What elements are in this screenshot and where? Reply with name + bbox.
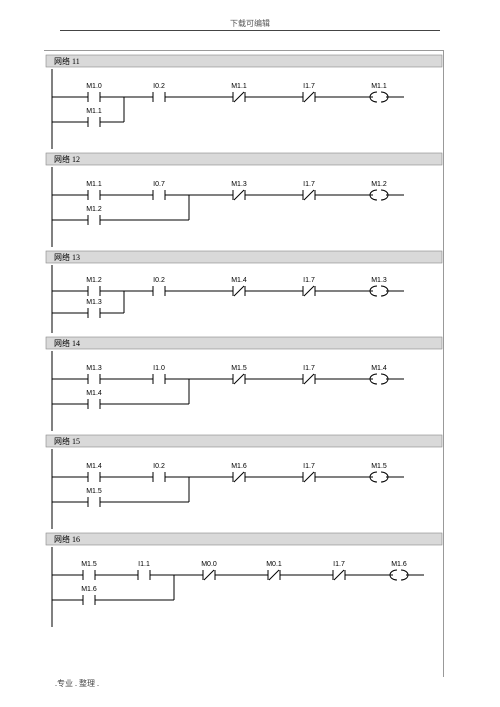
coil-label: M1.6 [391, 561, 407, 568]
coil-label: M1.5 [371, 463, 387, 470]
network-13: 网络 13 M1.2 I0.2 M1.4 I1.7 M1.3 M1.3 [46, 251, 442, 333]
network-title: 网络 15 [54, 436, 80, 446]
contact-label: I0.2 [153, 83, 165, 90]
page: 下载可编辑 网络 11M1.0I0.2M1.1I1.7M1.1M1.1网络 12… [0, 0, 500, 707]
network-title: 网络 12 [54, 154, 80, 164]
contact-label: M1.3 [231, 181, 247, 188]
contact-label: M1.2 [86, 277, 102, 284]
coil-label: M1.4 [371, 365, 387, 372]
contact-label: I0.7 [153, 181, 165, 188]
contact-label: M0.0 [201, 561, 217, 568]
contact-label: I1.0 [153, 365, 165, 372]
ladder-diagram: 网络 11 M1.0 I0.2 M1.1 I1.7 M1.1 M1.1 网络 12 M1.1 I0… [44, 51, 444, 661]
contact-label: I1.1 [138, 561, 150, 568]
contact-label: M1.1 [86, 108, 102, 115]
contact-label: I1.7 [303, 365, 315, 372]
contact-label: M1.4 [231, 277, 247, 284]
network-14: 网络 14 M1.3 I1.0 M1.5 I1.7 M1.4 M1.4 [46, 337, 442, 431]
network-15: 网络 15 M1.4 I0.2 M1.6 I1.7 M1.5 M1.5 [46, 435, 442, 529]
contact-label: M1.5 [86, 488, 102, 495]
header-rule [60, 30, 440, 31]
network-header [46, 55, 442, 67]
network-title: 网络 16 [54, 534, 80, 544]
contact-label: M0.1 [266, 561, 282, 568]
contact-label: I1.7 [303, 463, 315, 470]
network-12: 网络 12 M1.1 I0.7 M1.3 I1.7 M1.2 M1.2 [46, 153, 442, 247]
content-frame: 网络 11 M1.0 I0.2 M1.1 I1.7 M1.1 M1.1 网络 12 M1.1 I0… [44, 50, 444, 677]
network-11: 网络 11 M1.0 I0.2 M1.1 I1.7 M1.1 M1.1 [46, 55, 442, 149]
contact-label: M1.4 [86, 390, 102, 397]
network-header [46, 435, 442, 447]
network-header [46, 337, 442, 349]
network-header [46, 251, 442, 263]
contact-label: M1.5 [81, 561, 97, 568]
contact-label: M1.1 [86, 181, 102, 188]
contact-label: M1.2 [86, 206, 102, 213]
contact-label: I0.2 [153, 463, 165, 470]
page-header-text: 下载可编辑 [0, 18, 500, 29]
coil-label: M1.3 [371, 277, 387, 284]
network-header [46, 533, 442, 545]
network-16: 网络 16 M1.5 I1.1 M0.0 M0.1 I1.7 M1.6 M1.6 [46, 533, 442, 627]
network-title: 网络 11 [54, 56, 80, 66]
contact-label: I1.7 [303, 83, 315, 90]
page-footer-text: .专业 . 整理 . [55, 678, 99, 689]
contact-label: M1.0 [86, 83, 102, 90]
contact-label: M1.5 [231, 365, 247, 372]
contact-label: M1.6 [81, 586, 97, 593]
contact-label: I1.7 [303, 277, 315, 284]
network-title: 网络 14 [54, 338, 80, 348]
network-header [46, 153, 442, 165]
contact-label: I1.7 [303, 181, 315, 188]
coil-label: M1.1 [371, 83, 387, 90]
network-title: 网络 13 [54, 252, 80, 262]
contact-label: I0.2 [153, 277, 165, 284]
contact-label: M1.4 [86, 463, 102, 470]
contact-label: M1.6 [231, 463, 247, 470]
contact-label: M1.1 [231, 83, 247, 90]
contact-label: M1.3 [86, 299, 102, 306]
contact-label: M1.3 [86, 365, 102, 372]
contact-label: I1.7 [333, 561, 345, 568]
coil-label: M1.2 [371, 181, 387, 188]
